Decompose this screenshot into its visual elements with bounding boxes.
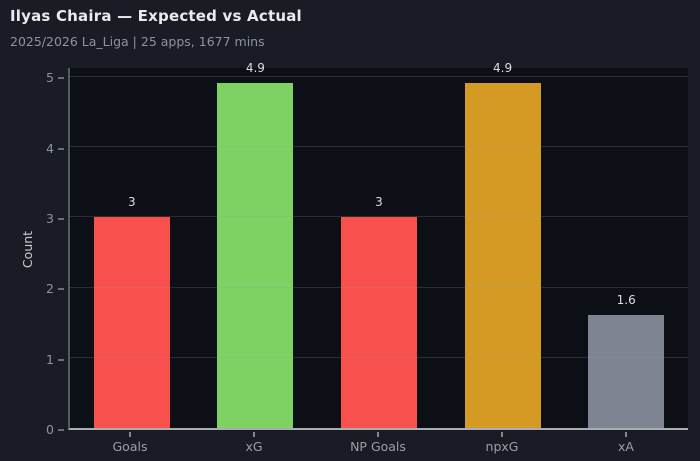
bar-value-label-xg: 4.9: [245, 61, 265, 76]
y-tick-mark-3: [58, 217, 64, 220]
x-tick-label-goals: Goals: [112, 439, 148, 454]
x-tick-label-xg: xG: [245, 439, 263, 454]
y-tick-mark-4: [58, 147, 64, 150]
x-axis: Goals xG NP Goals npxG xA: [68, 430, 688, 460]
y-axis: 0 1 2 3 4 5: [0, 68, 66, 437]
x-tick-mark-np-goals: [377, 432, 379, 437]
bar-value-label-npxg: 4.9: [493, 61, 513, 76]
y-tick-label-3: 3: [46, 210, 54, 226]
bar-xg: [217, 83, 294, 428]
bar-goals: [93, 216, 170, 428]
bar-value-label-np-goals: 3: [375, 194, 383, 209]
y-tick-mark-1: [58, 358, 64, 361]
gridline-y4: [70, 146, 688, 148]
chart-title: Ilyas Chaira — Expected vs Actual: [10, 7, 302, 25]
bar-np-goals: [341, 216, 417, 428]
chart-subtitle: 2025/2026 La_Liga | 25 apps, 1677 mins: [10, 34, 265, 49]
y-tick-mark-5: [58, 77, 64, 80]
y-tick-label-1: 1: [46, 351, 54, 367]
gridline-y5: [70, 75, 688, 77]
bar-value-label-goals: 3: [127, 194, 136, 209]
x-tick-mark-xa: [625, 432, 627, 437]
y-tick-label-4: 4: [46, 140, 54, 156]
x-tick-label-xa: xA: [618, 439, 634, 454]
x-tick-mark-npxg: [501, 432, 503, 437]
y-tick-mark-0: [58, 429, 64, 431]
y-tick-label-2: 2: [46, 281, 54, 297]
x-tick-label-np-goals: NP Goals: [350, 439, 406, 454]
x-tick-mark-goals: [129, 432, 131, 437]
x-tick-label-npxg: npxG: [485, 439, 519, 454]
y-tick-label-0: 0: [46, 422, 54, 437]
y-tick-label-5: 5: [46, 70, 54, 86]
bar-npxg: [464, 83, 541, 428]
x-tick-mark-xg: [253, 432, 255, 437]
y-tick-mark-2: [58, 288, 64, 291]
bar-value-label-xa: 1.6: [616, 293, 636, 308]
bar-xa: [588, 315, 665, 428]
plot-area: 3 4.9 3 4.9 1.6: [68, 61, 688, 430]
